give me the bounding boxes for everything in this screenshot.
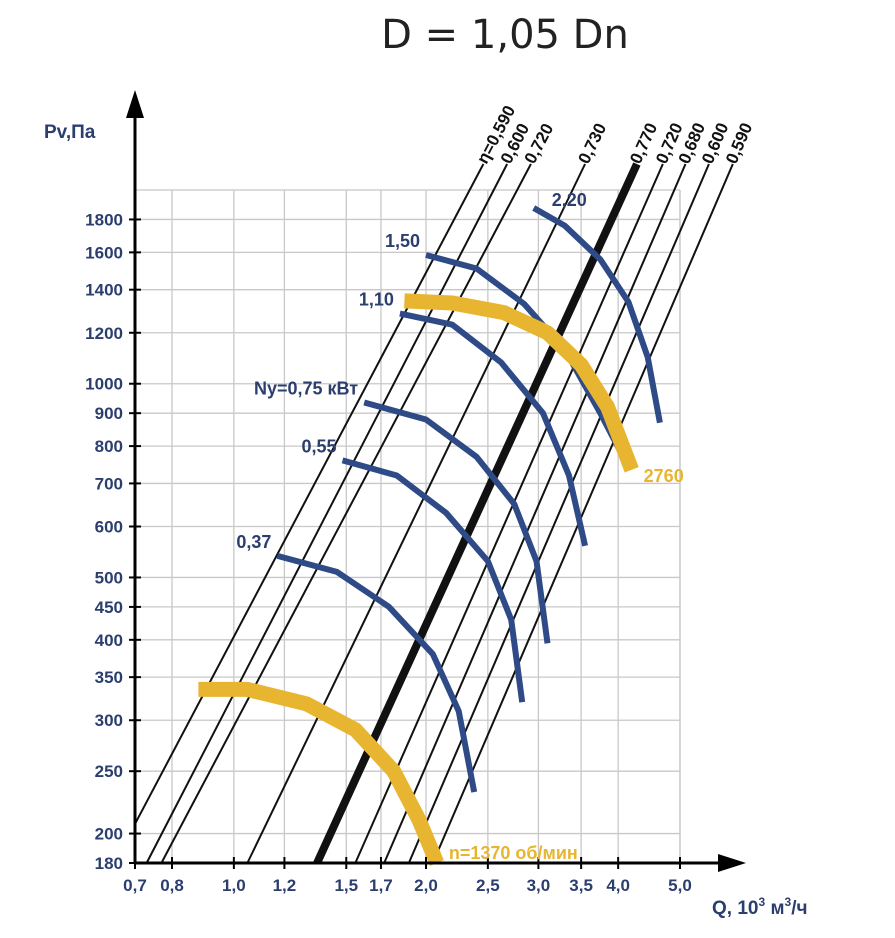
power-label: 1,10 — [359, 290, 394, 310]
y-tick-label: 1800 — [85, 210, 123, 229]
y-axis-title: Pv,Па — [44, 122, 96, 143]
efficiency-line — [160, 163, 532, 864]
y-tick-label: 1400 — [85, 281, 123, 300]
x-axis-title-sup: 3 — [758, 895, 765, 909]
x-axis-arrow — [718, 854, 746, 872]
x-axis-title-tail: /ч — [791, 898, 807, 919]
speed-label: n=1370 об/мин — [449, 843, 578, 863]
speed-curve — [404, 293, 639, 473]
y-tick-label: 1200 — [85, 324, 123, 343]
efficiency-line — [407, 163, 710, 864]
x-tick-label: 1,0 — [222, 876, 246, 895]
power-curve — [276, 553, 478, 793]
y-tick-label: 300 — [95, 711, 123, 730]
chart-title: D = 1,05 Dn — [381, 12, 629, 58]
speed-curve — [198, 681, 444, 866]
power-label: 1,50 — [385, 231, 420, 251]
y-tick-label: 800 — [95, 437, 123, 456]
speed-label: 2760 — [644, 466, 684, 486]
power-label: 0,37 — [236, 532, 271, 552]
y-tick-label: 900 — [95, 404, 123, 423]
x-tick-label: 3,0 — [527, 876, 551, 895]
x-tick-label: 1,7 — [369, 876, 393, 895]
efficiency-line — [246, 163, 586, 864]
power-curve — [341, 457, 526, 703]
y-tick-label: 180 — [95, 854, 123, 873]
y-tick-label: 1600 — [85, 243, 123, 262]
efficiency-line — [134, 163, 485, 825]
y-tick-label: 600 — [95, 518, 123, 537]
x-tick-label: 0,8 — [160, 876, 184, 895]
efficiency-line — [383, 163, 687, 864]
y-axis-arrow — [126, 90, 144, 118]
y-tick-label: 400 — [95, 631, 123, 650]
speed-curves — [198, 293, 639, 866]
x-tick-label: 1,2 — [273, 876, 297, 895]
y-tick-label: 350 — [95, 668, 123, 687]
y-tick-label: 1000 — [85, 375, 123, 394]
power-curve — [363, 399, 551, 644]
x-tick-label: 3,5 — [569, 876, 593, 895]
power-curve — [399, 310, 589, 547]
x-tick-label: 5,0 — [668, 876, 692, 895]
x-tick-label: 1,5 — [334, 876, 358, 895]
y-tick-label: 500 — [95, 568, 123, 587]
efficiency-line — [431, 163, 734, 864]
x-axis-title-unit-sup: 3 — [785, 895, 792, 909]
efficiency-line — [354, 163, 664, 864]
x-axis-title: Q, 103 м3/ч — [712, 895, 808, 919]
power-label: Ny=0,75 кВт — [254, 379, 358, 399]
y-tick-label: 700 — [95, 474, 123, 493]
x-axis-title-unit: м — [765, 898, 784, 919]
x-tick-label: 2,5 — [476, 876, 500, 895]
y-tick-label: 250 — [95, 762, 123, 781]
x-tick-label: 0,7 — [123, 876, 147, 895]
efficiency-label: 0,730 — [575, 120, 611, 167]
power-label: 2,20 — [552, 190, 587, 210]
x-tick-label: 4,0 — [606, 876, 630, 895]
efficiency-line — [145, 163, 509, 864]
grid — [134, 189, 681, 864]
x-axis-title-main: Q, 10 — [712, 898, 758, 919]
labels: 0,37 0,55 Ny=0,75 кВт 1,10 1,50 2,20 n=1370 об… — [236, 190, 683, 863]
power-curve — [532, 205, 663, 424]
axes: 0,7 0,8 1,0 1,2 1,5 1,7 2,0 2,5 3,0 3,5 4,0 5,0 180 2… — [85, 90, 746, 895]
x-tick-label: 2,0 — [414, 876, 438, 895]
y-tick-label: 450 — [95, 598, 123, 617]
y-tick-label: 200 — [95, 825, 123, 844]
power-label: 0,55 — [301, 436, 336, 456]
